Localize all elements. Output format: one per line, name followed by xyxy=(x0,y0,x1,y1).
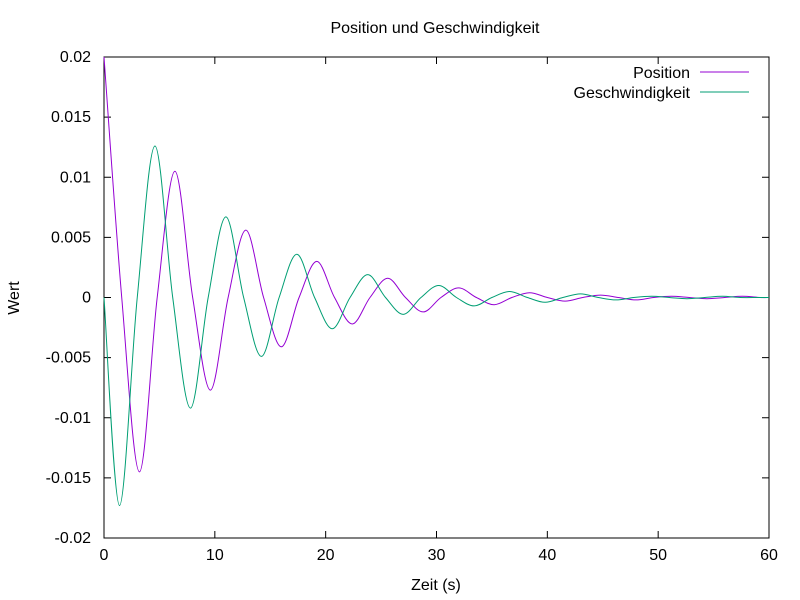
x-tick-label: 0 xyxy=(100,547,109,564)
chart-title: Position und Geschwindigkeit xyxy=(330,20,540,37)
y-tick-label: -0.005 xyxy=(46,350,91,367)
y-tick-label: 0 xyxy=(82,290,91,307)
y-tick-label: 0.01 xyxy=(60,169,91,186)
x-tick-label: 40 xyxy=(538,547,556,564)
y-tick-label: -0.01 xyxy=(55,410,92,427)
x-tick-label: 10 xyxy=(206,547,224,564)
y-tick-label: -0.02 xyxy=(55,530,92,547)
series-line-position xyxy=(103,56,770,473)
y-tick-label: 0.015 xyxy=(51,109,91,126)
series-line-geschwindigkeit xyxy=(103,145,769,507)
y-tick-label: -0.015 xyxy=(46,470,91,487)
legend-label: Geschwindigkeit xyxy=(574,85,691,102)
legend: Position Geschwindigkeit xyxy=(574,65,749,102)
series-layer xyxy=(103,56,770,507)
axis-ticks: 0 10 20 30 40 50 60 -0.02 -0.015 -0.01 -0.005 0 0.00… xyxy=(46,49,778,564)
x-axis-label: Zeit (s) xyxy=(411,577,461,594)
x-tick-label: 50 xyxy=(649,547,667,564)
x-tick-label: 20 xyxy=(317,547,335,564)
legend-label: Position xyxy=(633,65,690,82)
y-tick-label: 0.005 xyxy=(51,229,91,246)
x-tick-label: 60 xyxy=(760,547,778,564)
y-axis-label: Wert xyxy=(6,281,23,315)
y-tick-label: 0.02 xyxy=(60,49,91,66)
x-tick-label: 30 xyxy=(428,547,446,564)
